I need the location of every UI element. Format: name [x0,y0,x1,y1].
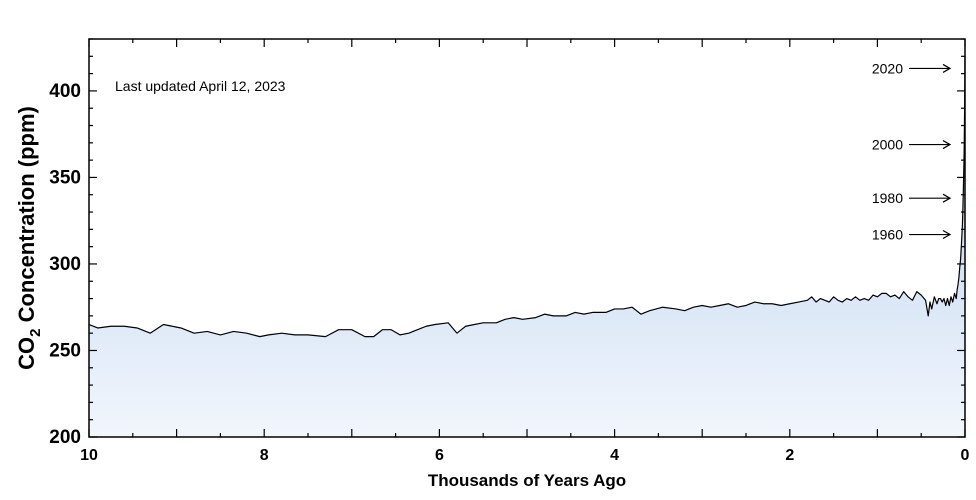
last-updated-annotation: Last updated April 12, 2023 [115,78,286,94]
arrow-head [942,63,952,73]
x-tick-label: 2 [785,447,794,464]
y-axis-title: CO2 Concentration (ppm) [14,106,44,370]
x-tick-label: 6 [435,447,444,464]
y-axis-title-subscript: 2 [27,329,44,337]
arrow-year-label: 2000 [872,137,903,153]
arrow-head [942,193,952,203]
y-axis-ticks [89,38,965,438]
x-tick-label: 0 [961,447,970,464]
year-arrow-annotations: 2020 2000 1980 1960 [872,60,952,243]
x-tick-label: 10 [80,447,98,464]
y-axis-title-main: CO [14,337,39,370]
arrow-year-label: 1980 [872,190,903,206]
arrow-head [942,140,952,150]
co2-series-line [88,56,966,338]
y-tick-label: 400 [49,81,81,102]
x-tick-label: 4 [610,447,619,464]
x-tick-label: 8 [260,447,269,464]
y-tick-label: 300 [49,254,81,275]
y-tick-label: 200 [49,427,81,448]
y-tick-label: 350 [49,167,81,188]
y-tick-label: 250 [49,340,81,361]
y-axis-title-rest: Concentration (ppm) [14,106,39,328]
x-axis-tick-labels: 10 8 6 4 2 0 [80,447,969,464]
arrow-year-label: 1960 [872,227,903,243]
y-axis-tick-labels: 200 250 300 350 400 [49,81,81,448]
arrow-year-label: 2020 [872,60,903,76]
co2-area-fill [89,56,965,438]
x-axis-title: Thousands of Years Ago [428,471,626,490]
x-axis-ticks [88,39,966,437]
arrow-head [942,230,952,240]
